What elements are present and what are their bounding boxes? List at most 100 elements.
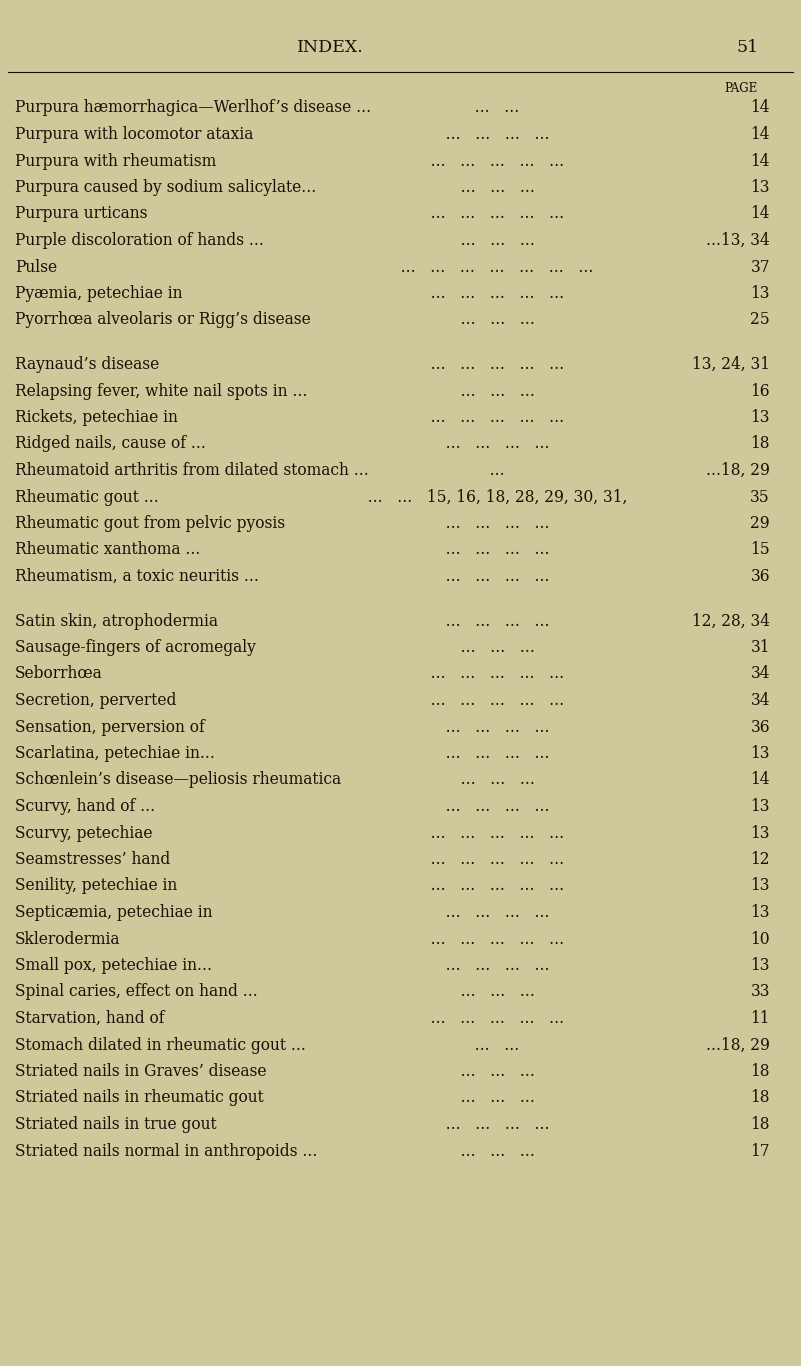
- Text: Rheumatism, a toxic neuritis ...: Rheumatism, a toxic neuritis ...: [15, 568, 259, 585]
- Text: ...   ...   ...   ...: ... ... ... ...: [431, 904, 549, 921]
- Text: ...   ...: ... ...: [461, 1037, 520, 1053]
- Text: ...18, 29: ...18, 29: [706, 1037, 770, 1053]
- Text: ...   ...   ...: ... ... ...: [445, 1142, 534, 1160]
- Text: ...   ...   ...   ...: ... ... ... ...: [431, 541, 549, 559]
- Text: ...   ...   ...   ...   ...: ... ... ... ... ...: [416, 693, 564, 709]
- Text: ...   ...   ...   ...   ...: ... ... ... ... ...: [416, 408, 564, 426]
- Text: ...   ...   ...   ...: ... ... ... ...: [431, 612, 549, 630]
- Text: 29: 29: [751, 515, 770, 531]
- Text: Sensation, perversion of: Sensation, perversion of: [15, 719, 205, 735]
- Text: ...   ...   ...   ...   ...: ... ... ... ... ...: [416, 930, 564, 948]
- Text: Ridged nails, cause of ...: Ridged nails, cause of ...: [15, 436, 206, 452]
- Text: ...18, 29: ...18, 29: [706, 462, 770, 479]
- Text: ...   ...   ...   ...   ...: ... ... ... ... ...: [416, 877, 564, 895]
- Text: ...   ...   ...   ...: ... ... ... ...: [431, 798, 549, 816]
- Text: Small pox, petechiae in...: Small pox, petechiae in...: [15, 958, 212, 974]
- Text: 11: 11: [751, 1009, 770, 1027]
- Text: Scarlatina, petechiae in...: Scarlatina, petechiae in...: [15, 744, 215, 762]
- Text: 35: 35: [751, 489, 770, 505]
- Text: 13: 13: [751, 958, 770, 974]
- Text: Seborrhœa: Seborrhœa: [15, 665, 103, 683]
- Text: ...13, 34: ...13, 34: [706, 232, 770, 249]
- Text: 12: 12: [751, 851, 770, 867]
- Text: Spinal caries, effect on hand ...: Spinal caries, effect on hand ...: [15, 984, 258, 1000]
- Text: Striated nails normal in anthropoids ...: Striated nails normal in anthropoids ...: [15, 1142, 317, 1160]
- Text: Sklerodermia: Sklerodermia: [15, 930, 120, 948]
- Text: Raynaud’s disease: Raynaud’s disease: [15, 357, 159, 373]
- Text: 36: 36: [751, 719, 770, 735]
- Text: Scurvy, hand of ...: Scurvy, hand of ...: [15, 798, 155, 816]
- Text: Purple discoloration of hands ...: Purple discoloration of hands ...: [15, 232, 264, 249]
- Text: Stomach dilated in rheumatic gout ...: Stomach dilated in rheumatic gout ...: [15, 1037, 306, 1053]
- Text: ...   ...   ...   ...   ...: ... ... ... ... ...: [416, 825, 564, 841]
- Text: 13: 13: [751, 904, 770, 921]
- Text: Rickets, petechiae in: Rickets, petechiae in: [15, 408, 178, 426]
- Text: 13: 13: [751, 825, 770, 841]
- Text: 18: 18: [751, 1116, 770, 1132]
- Text: ...   ...   ...   ...: ... ... ... ...: [431, 568, 549, 585]
- Text: Striated nails in true gout: Striated nails in true gout: [15, 1116, 216, 1132]
- Text: 14: 14: [751, 772, 770, 788]
- Text: ...   ...   ...: ... ... ...: [445, 179, 534, 195]
- Text: Satin skin, atrophodermia: Satin skin, atrophodermia: [15, 612, 218, 630]
- Text: 14: 14: [751, 153, 770, 169]
- Text: 25: 25: [751, 311, 770, 328]
- Text: ...   ...   ...: ... ... ...: [445, 382, 534, 399]
- Text: 18: 18: [751, 436, 770, 452]
- Text: 36: 36: [751, 568, 770, 585]
- Text: 13, 24, 31: 13, 24, 31: [692, 357, 770, 373]
- Text: 10: 10: [751, 930, 770, 948]
- Text: ...   ...   ...   ...: ... ... ... ...: [431, 515, 549, 531]
- Text: ...   ...   ...: ... ... ...: [445, 232, 534, 249]
- Text: ...   ...   ...   ...: ... ... ... ...: [431, 126, 549, 143]
- Text: ...: ...: [475, 462, 505, 479]
- Text: ...   ...   ...   ...   ...: ... ... ... ... ...: [416, 665, 564, 683]
- Text: 13: 13: [751, 179, 770, 195]
- Text: 18: 18: [751, 1090, 770, 1106]
- Text: Septicæmia, petechiae in: Septicæmia, petechiae in: [15, 904, 212, 921]
- Text: ...   ...   ...   ...: ... ... ... ...: [431, 744, 549, 762]
- Text: Rheumatic gout from pelvic pyosis: Rheumatic gout from pelvic pyosis: [15, 515, 285, 531]
- Text: 31: 31: [751, 639, 770, 656]
- Text: Secretion, perverted: Secretion, perverted: [15, 693, 176, 709]
- Text: 13: 13: [751, 798, 770, 816]
- Text: Striated nails in Graves’ disease: Striated nails in Graves’ disease: [15, 1063, 267, 1081]
- Text: ...   ...: ... ...: [461, 100, 520, 116]
- Text: Relapsing fever, white nail spots in ...: Relapsing fever, white nail spots in ...: [15, 382, 308, 399]
- Text: 18: 18: [751, 1063, 770, 1081]
- Text: 33: 33: [751, 984, 770, 1000]
- Text: PAGE: PAGE: [725, 82, 758, 94]
- Text: ...   ...   ...: ... ... ...: [445, 772, 534, 788]
- Text: Purpura urticans: Purpura urticans: [15, 205, 147, 223]
- Text: ...   ...   ...: ... ... ...: [445, 311, 534, 328]
- Text: 17: 17: [751, 1142, 770, 1160]
- Text: ...   ...   ...   ...   ...: ... ... ... ... ...: [416, 153, 564, 169]
- Text: ...   ...   ...: ... ... ...: [445, 1063, 534, 1081]
- Text: Rheumatic gout ...: Rheumatic gout ...: [15, 489, 159, 505]
- Text: Pulse: Pulse: [15, 258, 57, 276]
- Text: Pyorrhœa alveolaris or Rigg’s disease: Pyorrhœa alveolaris or Rigg’s disease: [15, 311, 311, 328]
- Text: ...   ...   15, 16, 18, 28, 29, 30, 31,: ... ... 15, 16, 18, 28, 29, 30, 31,: [352, 489, 627, 505]
- Text: ...   ...   ...   ...: ... ... ... ...: [431, 1116, 549, 1132]
- Text: Purpura caused by sodium salicylate...: Purpura caused by sodium salicylate...: [15, 179, 316, 195]
- Text: 51: 51: [737, 40, 759, 56]
- Text: Schœnlein’s disease—peliosis rheumatica: Schœnlein’s disease—peliosis rheumatica: [15, 772, 341, 788]
- Text: 13: 13: [751, 285, 770, 302]
- Text: Sausage-fingers of acromegaly: Sausage-fingers of acromegaly: [15, 639, 256, 656]
- Text: ...   ...   ...   ...: ... ... ... ...: [431, 958, 549, 974]
- Text: 14: 14: [751, 100, 770, 116]
- Text: Purpura with locomotor ataxia: Purpura with locomotor ataxia: [15, 126, 253, 143]
- Text: 13: 13: [751, 408, 770, 426]
- Text: 14: 14: [751, 205, 770, 223]
- Text: Senility, petechiae in: Senility, petechiae in: [15, 877, 177, 895]
- Text: 34: 34: [751, 665, 770, 683]
- Text: INDEX.: INDEX.: [296, 40, 364, 56]
- Text: ...   ...   ...: ... ... ...: [445, 639, 534, 656]
- Text: Pyæmia, petechiae in: Pyæmia, petechiae in: [15, 285, 183, 302]
- Text: ...   ...   ...   ...   ...   ...   ...: ... ... ... ... ... ... ...: [386, 258, 594, 276]
- Text: 15: 15: [751, 541, 770, 559]
- Text: ...   ...   ...   ...: ... ... ... ...: [431, 719, 549, 735]
- Text: Scurvy, petechiae: Scurvy, petechiae: [15, 825, 152, 841]
- Text: ...   ...   ...   ...   ...: ... ... ... ... ...: [416, 357, 564, 373]
- Text: 13: 13: [751, 744, 770, 762]
